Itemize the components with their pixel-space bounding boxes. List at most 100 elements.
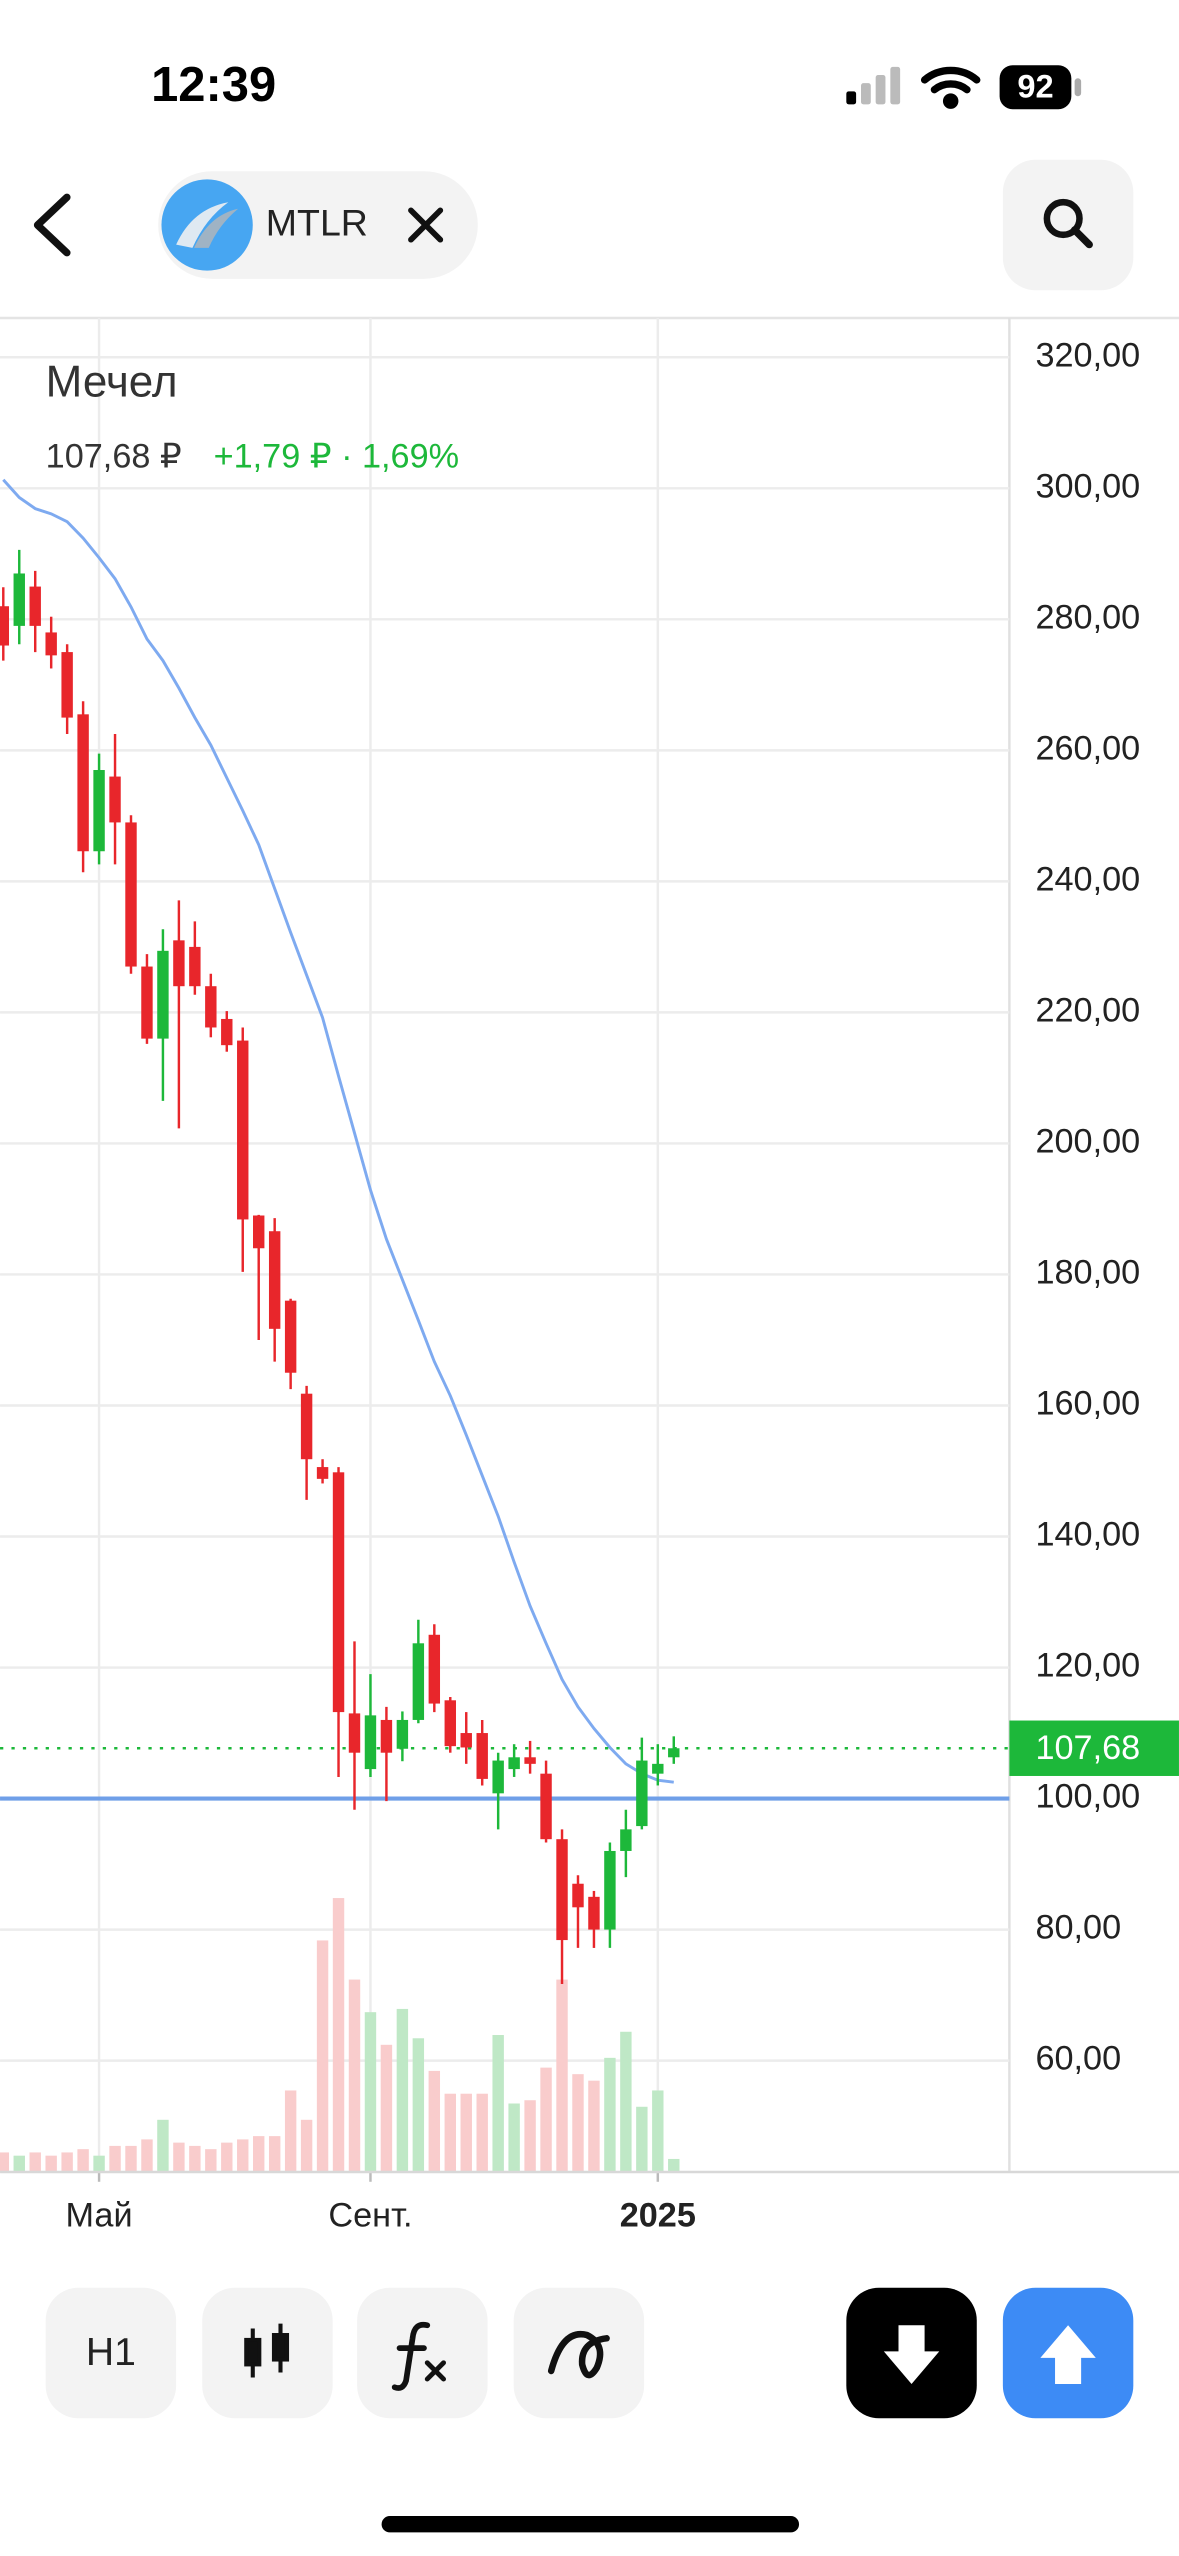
candle-body [157,950,169,1039]
volume-bar [141,2139,153,2172]
volume-bar [460,2093,472,2172]
candle-body [668,1748,680,1758]
moving-average-line [2,478,674,1784]
sell-button[interactable] [846,2287,977,2419]
y-tick-label: 260,00 [1035,729,1140,767]
candle-body [332,1472,345,1713]
back-button[interactable] [33,193,71,257]
interval-button[interactable]: H1 [45,2287,177,2419]
candle-body [428,1634,441,1704]
volume-bar [652,2090,664,2172]
candle-body [189,946,201,987]
volume-bar [29,2152,41,2172]
candle-body [221,1018,233,1046]
volume-bar [93,2155,105,2172]
drawing-button[interactable] [513,2287,645,2419]
candle-body [109,776,121,823]
ticker: MTLR [266,202,368,244]
candle-body [61,652,73,718]
candle-body [460,1733,472,1748]
volume-bar [332,1898,345,2172]
volume-bar [668,2158,680,2172]
candle-body [173,940,185,987]
volume-bar [412,2038,425,2172]
candle-body [540,1773,552,1840]
candle-body [300,1393,313,1460]
indicators-button[interactable] [357,2287,488,2419]
interval-label: H1 [86,2331,136,2374]
x-tick-label: 2025 [620,2197,696,2235]
candle-body [253,1215,265,1249]
y-tick-label: 140,00 [1035,1516,1140,1554]
candle-body [237,1040,249,1220]
candle-body [508,1757,520,1770]
volume-bar [0,2152,9,2172]
volume-bar [524,2100,536,2172]
y-tick-label: 160,00 [1035,1385,1140,1423]
volume-bar [284,2090,297,2172]
y-tick-label: 60,00 [1035,2040,1121,2078]
candle-body [492,1760,504,1794]
volume-bar [572,2074,584,2172]
candle-body [364,1715,377,1770]
y-tick-label: 180,00 [1035,1254,1140,1292]
ticker-chip[interactable]: MTLR [158,171,478,279]
volume-bar [588,2080,600,2172]
last-price: 107,68 ₽ [46,437,182,475]
y-tick-label: 120,00 [1035,1647,1140,1685]
volume-bar [125,2145,137,2172]
volume-bar [540,2067,552,2172]
volume-bar [253,2136,265,2172]
volume-bar [300,2119,313,2172]
company-name: Мечел [46,357,178,406]
volume-bar [620,2031,632,2172]
volume-bar [268,2136,281,2172]
y-tick-label: 300,00 [1035,467,1140,505]
volume-bar [604,2057,616,2172]
y-tick-label: 100,00 [1035,1778,1140,1816]
candle-body [476,1733,488,1779]
candle-body [444,1700,456,1747]
volume-bar [508,2103,520,2172]
candle-body [588,1896,600,1930]
volume-bar [556,1979,568,2172]
volume-bar [380,2044,393,2172]
volume-bar [396,2008,409,2172]
volume-bar [636,2106,648,2172]
volume-bar [492,2035,504,2172]
volume-bar [61,2152,73,2172]
buy-button[interactable] [1002,2287,1134,2419]
candle-body [0,606,9,646]
candle-body [284,1300,297,1373]
y-tick-label: 320,00 [1035,336,1140,374]
candle-body [604,1850,616,1930]
battery-icon: 92 [999,65,1082,110]
candle-body [77,714,89,852]
candle-body [380,1719,393,1753]
candle-body [316,1467,329,1479]
volume-bar [173,2142,185,2172]
volume-bar [444,2093,456,2172]
candle-body [13,573,25,626]
x-tick-label: Сент. [328,2197,412,2235]
volume-bar [428,2070,441,2172]
volume-bar [316,1940,329,2172]
candle-body [205,986,217,1028]
candle-body [125,822,137,967]
candle-body [396,1719,409,1749]
candle-body [348,1713,361,1753]
y-tick-label: 220,00 [1035,991,1140,1029]
volume-bar [77,2149,89,2172]
candle-body [652,1763,664,1774]
volume-bar [109,2145,121,2172]
candle-body [29,586,41,626]
volume-bar [221,2142,233,2172]
last-price-label: 107,68 [1035,1729,1140,1767]
search-button[interactable] [1002,159,1134,291]
chart-type-button[interactable] [202,2287,333,2419]
y-tick-label: 240,00 [1035,860,1140,898]
candle-body [620,1829,632,1851]
volume-bar [476,2093,488,2172]
candle-body [141,966,153,1039]
candle-body [412,1643,425,1720]
